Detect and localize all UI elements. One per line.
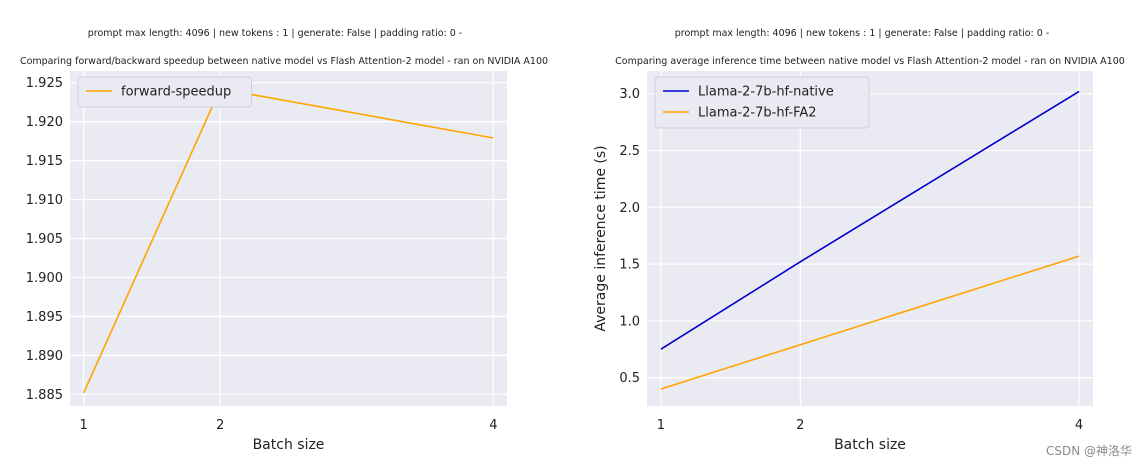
chart-title: Comparing forward/backward speedup betwe… [20, 56, 548, 67]
legend-label: Llama-2-7b-hf-FA2 [698, 106, 817, 121]
x-tick-label: 1 [657, 418, 665, 433]
x-tick-label: 2 [216, 418, 224, 433]
series-line [660, 90, 1080, 350]
y-tick-label: 1.905 [26, 232, 63, 247]
x-tick-label: 1 [80, 418, 88, 433]
chart-suptitle: prompt max length: 4096 | new tokens : 1… [675, 28, 1050, 39]
y-tick-label: 1.900 [26, 271, 63, 286]
legend [77, 76, 252, 108]
legend [654, 76, 870, 129]
x-tick-label: 4 [1075, 418, 1083, 433]
y-tick-label: 0.5 [619, 371, 640, 386]
y-tick-label: 1.895 [26, 310, 63, 325]
x-tick-label: 4 [489, 418, 497, 433]
x-tick-label: 2 [796, 418, 804, 433]
legend-label: Llama-2-7b-hf-native [698, 85, 834, 100]
y-tick-label: 1.910 [26, 193, 63, 208]
x-axis-label: Batch size [834, 437, 906, 453]
chart-suptitle: prompt max length: 4096 | new tokens : 1… [88, 28, 463, 39]
inference-time-chart: prompt max length: 4096 | new tokens : 1… [593, 28, 1125, 453]
y-tick-label: 2.5 [619, 144, 640, 159]
y-tick-label: 2.0 [619, 201, 640, 216]
y-tick-label: 1.915 [26, 154, 63, 169]
x-axis-label: Batch size [253, 437, 325, 453]
y-tick-label: 1.5 [619, 258, 640, 273]
legend-label: forward-speedup [121, 85, 231, 100]
y-tick-label: 3.0 [619, 87, 640, 102]
y-tick-label: 1.925 [26, 76, 63, 91]
chart-title: Comparing average inference time between… [615, 56, 1125, 67]
y-tick-label: 1.890 [26, 349, 63, 364]
speedup-chart: prompt max length: 4096 | new tokens : 1… [20, 28, 548, 453]
series-line [660, 255, 1080, 390]
watermark: CSDN @神洛华 [1045, 444, 1132, 458]
y-tick-label: 1.0 [619, 314, 640, 329]
y-axis-label: Average inference time (s) [593, 145, 609, 331]
y-tick-label: 1.920 [26, 115, 63, 130]
y-tick-label: 1.885 [26, 388, 63, 403]
